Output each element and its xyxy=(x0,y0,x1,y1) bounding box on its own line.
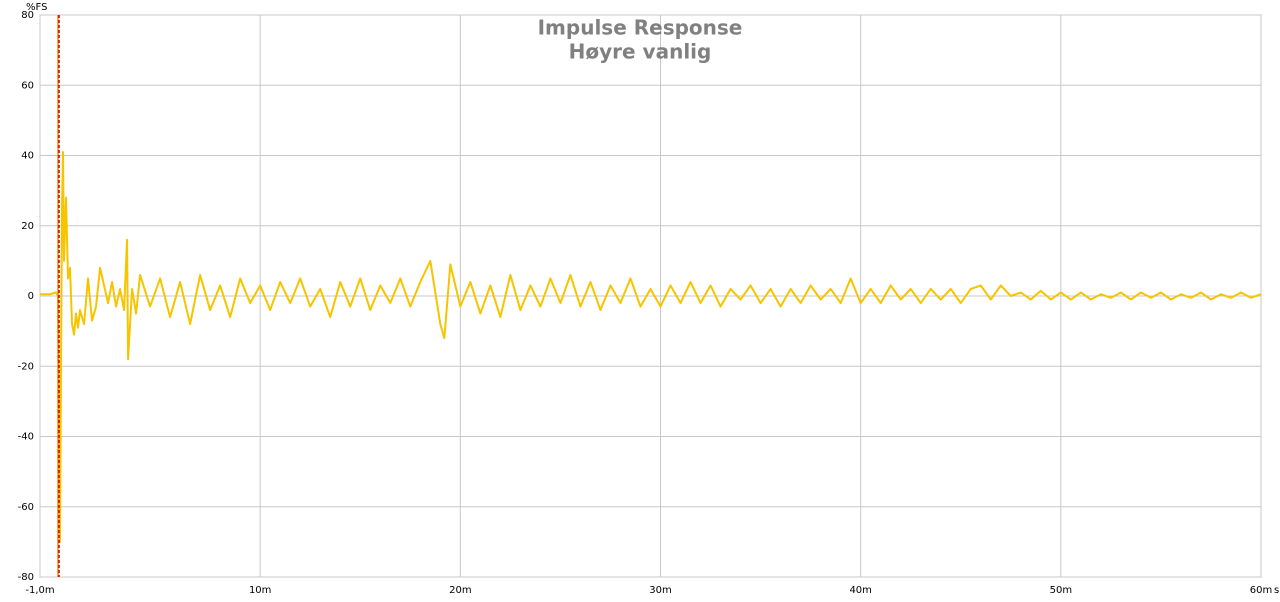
y-tick-label: 0 xyxy=(28,291,34,302)
y-tick-label: -40 xyxy=(18,432,34,443)
x-tick-label: 40m xyxy=(849,585,871,596)
y-tick-label: 20 xyxy=(21,221,34,232)
y-tick-label: 80 xyxy=(21,10,34,21)
y-tick-label: -60 xyxy=(18,502,34,513)
x-axis-label: s xyxy=(1274,585,1279,596)
line-series xyxy=(40,150,1262,543)
chart-subtitle: Høyre vanlig xyxy=(569,40,712,64)
x-tick-label: 10m xyxy=(249,585,271,596)
y-tick-label: 40 xyxy=(21,151,34,162)
grid xyxy=(39,14,1262,578)
y-axis-label: %FS xyxy=(26,2,47,13)
chart-title: Impulse Response xyxy=(538,16,743,40)
plot xyxy=(40,15,1262,577)
y-tick-label: -20 xyxy=(18,361,34,372)
x-tick-label: -1,0m xyxy=(25,585,54,596)
x-tick-label: 50m xyxy=(1050,585,1072,596)
x-tick-label: 60m xyxy=(1250,585,1272,596)
y-tick-label: 60 xyxy=(21,80,34,91)
x-tick-label: 30m xyxy=(649,585,671,596)
x-tick-label: 20m xyxy=(449,585,471,596)
y-tick-label: -80 xyxy=(18,572,34,583)
